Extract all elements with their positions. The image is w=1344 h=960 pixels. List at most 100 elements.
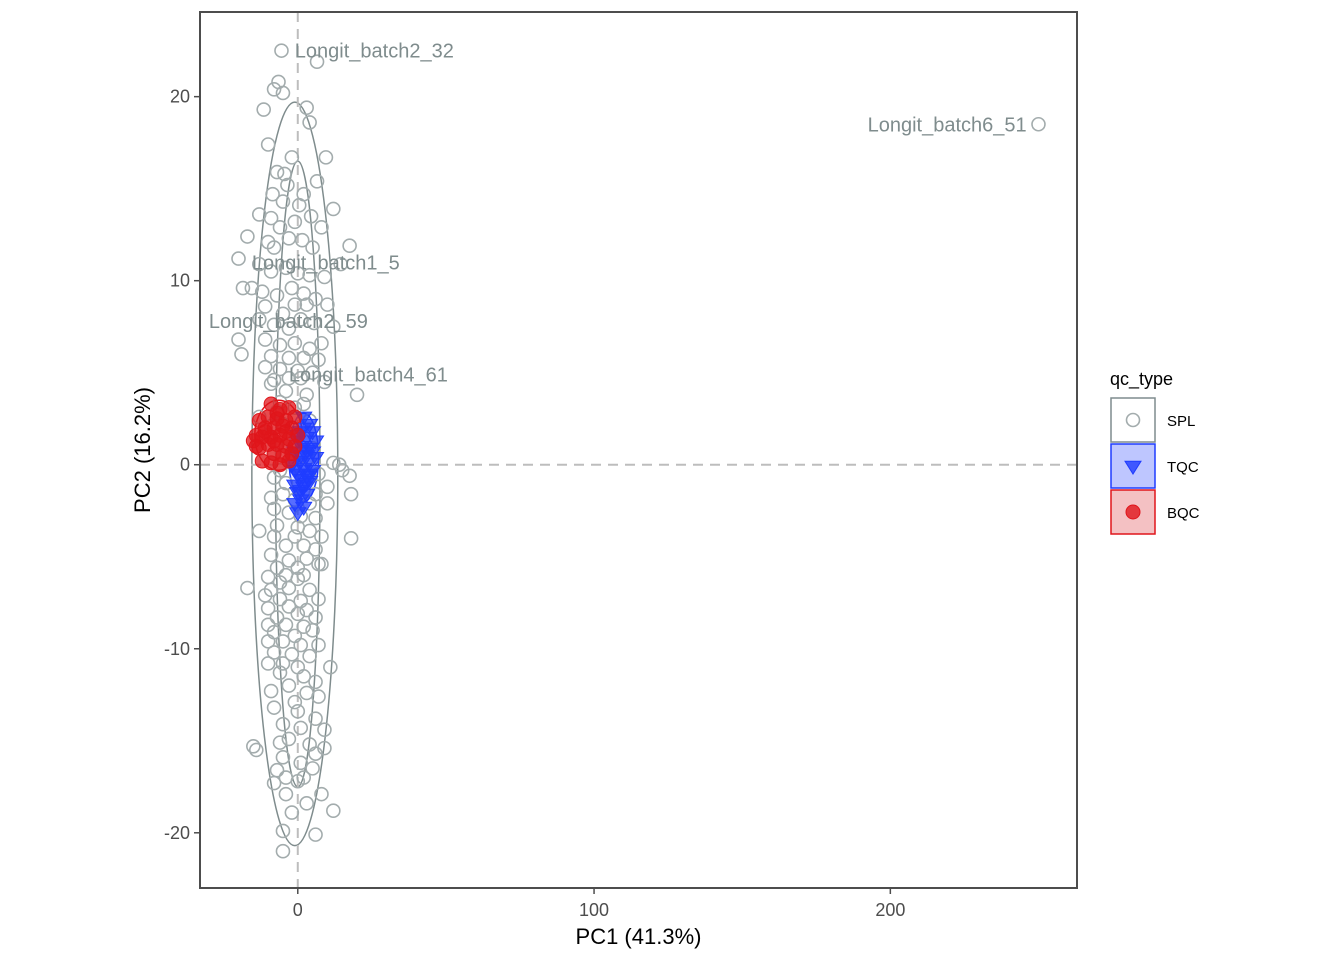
spl-point [281,580,297,596]
spl-point [290,773,306,789]
spl-point [308,542,323,557]
point-annotation: Longit_batch1_5 [252,252,400,274]
spl-point [260,656,276,671]
spl-point [272,361,288,377]
legend-entry-spl: SPL [1110,397,1195,443]
spl-point [287,214,303,230]
spl-point [311,637,326,653]
spl-point [231,332,246,347]
spl-point [281,678,297,693]
spl-point [299,100,314,115]
spl-point [305,240,320,255]
spl-point [275,716,291,732]
spl-point [302,648,317,664]
spl-point [317,740,332,756]
legend-label: BQC [1167,505,1200,522]
spl-point [275,750,291,765]
spl-point [299,297,314,312]
spl-point [293,637,309,653]
spl-point [257,359,273,375]
spl-point [269,762,285,778]
spl-point [293,720,309,736]
y-tick-label: 20 [170,87,190,107]
spl-point [263,264,279,279]
spl-point [323,659,338,675]
legend: qc_type SPL TQC BQC [1110,369,1200,535]
spl-point [334,462,350,478]
spl-point [251,256,267,272]
spl-point [305,761,320,776]
spl-point [281,350,297,366]
point-annotation: Longit_batch2_59 [209,311,368,333]
tqc-point [288,507,307,522]
spl-point [240,229,255,244]
spl-point [278,770,294,785]
spl-point [287,694,303,710]
y-tick-label: -10 [164,639,190,659]
legend-label: SPL [1167,413,1195,430]
spl-point [254,284,270,300]
spl-point [281,599,297,614]
legend-key-triangle [1124,460,1142,475]
spl-point [269,518,285,533]
spl-point [306,315,322,331]
spl-point [272,665,288,680]
spl-point [290,704,306,719]
spl-point [269,164,285,180]
spl-point [320,297,335,312]
spl-point [287,628,303,644]
spl-point [266,372,282,388]
spl-point [299,796,314,811]
spl-point [293,312,309,327]
spl-point [326,803,341,819]
spl-point [269,610,285,625]
spl-point [278,786,294,802]
spl-point [308,827,323,842]
axes: 0 100 200 -20 -10 0 10 20 [164,87,905,920]
legend-title: qc_type [1110,369,1173,390]
spl-point [314,335,329,351]
spl-point [317,722,332,738]
spl-point [290,571,306,587]
spl-point [275,843,291,859]
legend-label: TQC [1167,459,1199,476]
spl-point [275,306,291,322]
spl-point [266,240,282,255]
legend-key [1110,397,1156,443]
spl-point [308,674,323,690]
spl-point [302,341,317,357]
spl-point [266,700,282,715]
spl-point [240,580,255,596]
spl-point [317,269,332,285]
spl-point [287,335,303,351]
spl-point [263,547,279,563]
spl-point [309,54,325,69]
bqc-point [278,424,294,440]
spl-point [246,738,261,754]
spl-point [311,689,326,704]
spl-point [302,582,317,598]
spl-point [308,510,323,526]
spl-point [275,634,291,649]
spl-point [299,602,314,618]
spl-point [260,569,276,585]
spl-point [314,556,329,572]
spl-point [278,617,294,633]
spl-point [275,85,291,101]
spl-point [263,348,279,364]
spl-point [263,683,279,699]
spl-point [260,600,276,616]
spl-point [269,560,285,576]
legend-entry-tqc: TQC [1110,443,1199,489]
x-axis-title: PC1 (41.3%) [576,924,702,949]
spl-point [263,210,279,226]
spl-point [251,312,267,327]
spl-point [326,201,341,217]
x-tick-label: 200 [875,900,905,920]
spl-point [281,731,297,747]
spl-point [278,538,294,553]
point-annotations: Longit_batch2_32 Longit_batch6_51 Longit_b… [209,41,1027,387]
legend-key-dot [1125,504,1141,520]
spl-point [314,786,329,802]
data-points [231,43,1046,859]
